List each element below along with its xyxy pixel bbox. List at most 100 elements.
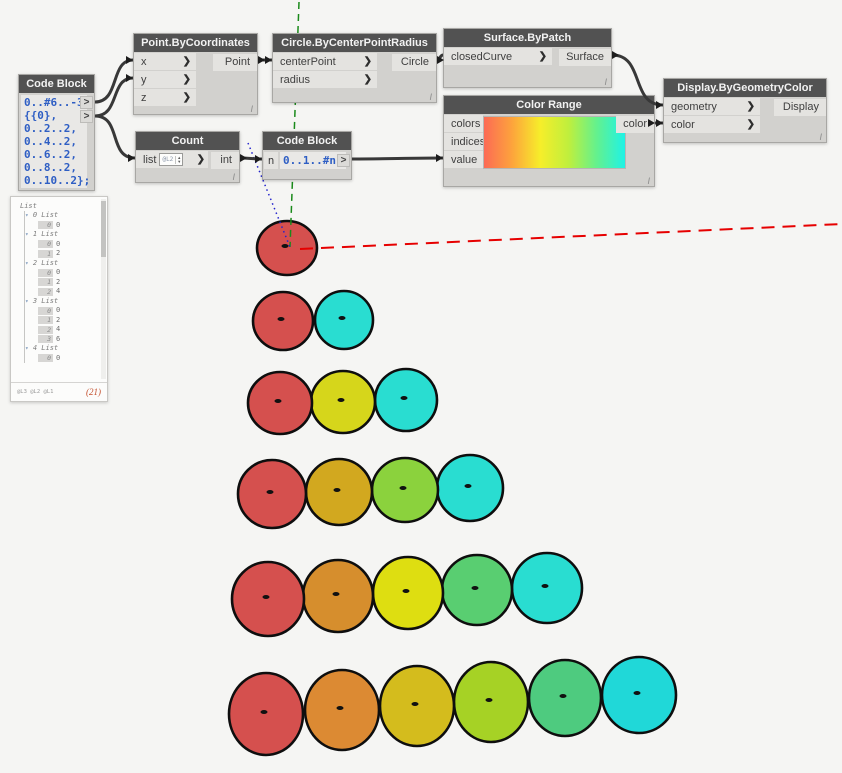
node-title[interactable]: Color Range [444, 96, 654, 114]
preview-level-labels[interactable]: @L3 @L2 @L1 [17, 389, 54, 395]
wire-codeblock1-to-point-y[interactable] [94, 76, 134, 118]
input-port-closedcurve[interactable]: closedCurve ❯ [444, 48, 552, 65]
input-port-indices[interactable]: indices [444, 133, 485, 150]
circle-geometry[interactable] [304, 457, 374, 527]
node-circle-bycenterpointradius[interactable]: Circle.ByCenterPointRadius centerPoint ❯… [272, 33, 437, 103]
node-title[interactable]: Display.ByGeometryColor [664, 79, 826, 97]
circle-geometry[interactable] [246, 370, 314, 436]
input-port-colors[interactable]: colors [444, 115, 483, 132]
node-code-block-2[interactable]: Code Block n 0..1..#n; > [262, 131, 352, 180]
wire-count-to-codeblock2-n[interactable] [239, 156, 263, 161]
input-port-centerpoint[interactable]: centerPoint ❯ [273, 53, 377, 70]
lacing-indicator[interactable]: I [232, 172, 235, 182]
circle-geometry[interactable] [301, 558, 375, 634]
node-title[interactable]: Point.ByCoordinates [134, 34, 257, 52]
circle-geometry[interactable] [452, 660, 530, 744]
node-title[interactable]: Circle.ByCenterPointRadius [273, 34, 436, 52]
lacing-indicator[interactable]: I [250, 104, 253, 114]
node-title[interactable]: Code Block [263, 132, 351, 150]
collapse-triangle-icon[interactable]: ▾ [25, 259, 29, 267]
lacing-indicator[interactable]: I [429, 92, 432, 102]
collapse-triangle-icon[interactable]: ▾ [25, 297, 29, 305]
wire-codeblock2-to-colorrange-value[interactable] [351, 156, 444, 161]
collapse-triangle-icon[interactable]: ▾ [25, 345, 29, 352]
preview-scrollbar-thumb[interactable] [101, 201, 106, 257]
node-color-range[interactable]: Color Range colors indices value color I [443, 95, 655, 187]
collapse-triangle-icon[interactable]: ▾ [25, 231, 29, 238]
circle-geometry[interactable] [313, 289, 375, 351]
input-port-value[interactable]: value [444, 151, 483, 168]
input-port-radius[interactable]: radius ❯ [273, 71, 377, 88]
node-title[interactable]: Surface.ByPatch [444, 29, 611, 47]
port-label: color [671, 118, 695, 131]
node-title[interactable]: Code Block [19, 75, 94, 93]
spinner-up-icon[interactable]: ▲ [177, 154, 182, 160]
input-port-z[interactable]: z ❯ [134, 89, 196, 106]
node-code-block-1[interactable]: Code Block 0..#6..-3; {{0}, 0..2..2, 0..4..… [18, 74, 95, 191]
output-port-int[interactable]: int [211, 152, 239, 169]
preview-group-header[interactable]: ▾ 1 List [25, 230, 97, 240]
circle-geometry[interactable] [309, 369, 377, 435]
output-port-circle[interactable]: Circle [392, 54, 436, 71]
preview-group-header[interactable]: ▾ 4 List [25, 344, 97, 354]
node-point-bycoordinates[interactable]: Point.ByCoordinates x ❯ y ❯ z ❯ Point I [133, 33, 258, 115]
preview-group-header[interactable]: ▾ 0 List [25, 211, 97, 221]
list-level-selector[interactable]: @L2 ▲ ▼ [159, 153, 184, 166]
circle-geometry[interactable] [373, 367, 439, 433]
port-label: geometry [671, 100, 717, 113]
circle-geometry[interactable] [371, 555, 445, 631]
preview-group-header[interactable]: ▾ 2 List [25, 259, 97, 269]
lacing-indicator[interactable]: I [819, 132, 822, 142]
lacing-indicator[interactable]: I [604, 77, 607, 87]
circle-geometry[interactable] [303, 668, 381, 752]
output-port-2[interactable]: > [80, 110, 93, 123]
circle-geometry[interactable] [251, 290, 315, 352]
output-port-surface[interactable]: Surface [559, 49, 611, 66]
level-spinner[interactable]: ▲ ▼ [175, 154, 182, 164]
code-block-editor[interactable]: 0..1..#n; [280, 152, 346, 169]
output-port-1[interactable]: > [80, 96, 93, 109]
code-block-editor[interactable]: 0..#6..-3; {{0}, 0..2..2, 0..4..2, 0..6..2, 0… [21, 95, 90, 188]
node-display-bygeometrycolor[interactable]: Display.ByGeometryColor geometry ❯ color… [663, 78, 827, 143]
preview-scrollbar[interactable] [101, 199, 106, 379]
color-range-gradient[interactable] [483, 116, 626, 169]
node-surface-bypatch[interactable]: Surface.ByPatch closedCurve ❯ Surface I [443, 28, 612, 88]
spinner-down-icon[interactable]: ▼ [177, 158, 182, 164]
circle-geometry[interactable] [600, 655, 678, 735]
code-line: 0..6..2, [24, 148, 77, 161]
input-port-x[interactable]: x ❯ [134, 53, 196, 70]
point-geometry-marker [471, 586, 479, 590]
output-port-1[interactable]: > [337, 154, 350, 167]
input-port-list[interactable]: list @L2 ▲ ▼ ❯ [136, 151, 208, 168]
input-port-n[interactable]: n [264, 152, 278, 169]
circle-geometry[interactable] [230, 560, 306, 638]
input-port-geometry[interactable]: geometry ❯ [664, 98, 760, 115]
output-port-color[interactable]: color [616, 116, 654, 133]
collapse-triangle-icon[interactable]: ▾ [25, 212, 29, 219]
input-port-y[interactable]: y ❯ [134, 71, 196, 88]
circle-geometry[interactable] [440, 553, 514, 627]
circle-geometry[interactable] [510, 551, 584, 625]
circle-geometry[interactable] [227, 671, 305, 757]
output-port-point[interactable]: Point [213, 54, 257, 71]
lacing-indicator[interactable]: I [647, 176, 650, 186]
node-title[interactable]: Count [136, 132, 239, 150]
point-geometry-marker [260, 710, 268, 714]
circle-geometry[interactable] [378, 664, 456, 748]
chevron-right-icon: ❯ [363, 56, 372, 67]
circle-geometry[interactable] [255, 219, 319, 277]
preview-group-header[interactable]: ▾ 3 List [25, 297, 97, 307]
wire-codeblock1-to-point-x[interactable] [94, 58, 134, 104]
input-port-color[interactable]: color ❯ [664, 116, 760, 133]
circle-geometry[interactable] [527, 658, 603, 738]
circle-geometry[interactable] [435, 453, 505, 523]
output-port-display[interactable]: Display [774, 99, 826, 116]
circle-geometry[interactable] [370, 456, 440, 524]
wire-codeblock1-to-count-list[interactable] [94, 114, 136, 160]
circle-geometry[interactable] [236, 458, 308, 530]
node-count[interactable]: Count list @L2 ▲ ▼ ❯ int I [135, 131, 240, 183]
preview-item-value: 0 [56, 220, 61, 229]
node-output-preview[interactable]: List ▾ 0 List 0 0 ▾ 1 List 0 0 1 2 ▾ 2 List 0 0 1 2 2… [10, 196, 108, 402]
preview-list-tree[interactable]: List ▾ 0 List 0 0 ▾ 1 List 0 0 1 2 ▾ 2 List 0 0 1 2 2… [11, 197, 107, 381]
